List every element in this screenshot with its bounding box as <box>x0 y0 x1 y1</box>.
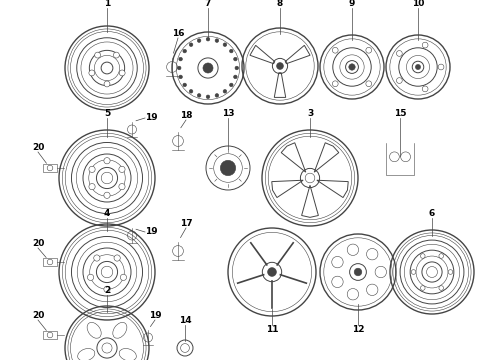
Circle shape <box>206 37 210 41</box>
Circle shape <box>179 57 182 61</box>
Circle shape <box>234 57 237 61</box>
Circle shape <box>349 64 355 70</box>
Circle shape <box>215 39 219 42</box>
Circle shape <box>89 184 95 190</box>
Text: 11: 11 <box>266 325 278 334</box>
Circle shape <box>229 49 233 53</box>
Circle shape <box>223 90 227 93</box>
Circle shape <box>203 63 213 73</box>
Circle shape <box>390 152 399 162</box>
Circle shape <box>183 83 187 87</box>
Text: 3: 3 <box>307 109 313 118</box>
Circle shape <box>114 52 120 58</box>
Circle shape <box>332 276 343 288</box>
Circle shape <box>104 158 110 164</box>
Circle shape <box>422 86 428 92</box>
Circle shape <box>119 70 125 76</box>
Circle shape <box>177 66 181 70</box>
Text: 8: 8 <box>277 0 283 8</box>
Circle shape <box>438 64 444 70</box>
Circle shape <box>119 184 125 190</box>
Circle shape <box>197 39 201 42</box>
Circle shape <box>119 166 125 172</box>
Circle shape <box>179 75 182 79</box>
Circle shape <box>420 254 425 258</box>
Ellipse shape <box>119 348 136 360</box>
Circle shape <box>375 266 387 278</box>
Text: 7: 7 <box>205 0 211 8</box>
Text: 10: 10 <box>412 0 424 8</box>
Circle shape <box>104 192 110 198</box>
Ellipse shape <box>113 323 127 338</box>
Circle shape <box>411 270 416 274</box>
Circle shape <box>229 83 233 87</box>
Text: 20: 20 <box>32 311 44 320</box>
Circle shape <box>396 50 402 56</box>
Circle shape <box>89 166 95 172</box>
Text: 4: 4 <box>104 209 110 218</box>
Ellipse shape <box>87 323 101 338</box>
Circle shape <box>396 78 402 84</box>
Circle shape <box>416 64 420 69</box>
Circle shape <box>183 49 187 53</box>
Circle shape <box>439 286 443 290</box>
Circle shape <box>268 267 276 276</box>
Text: 12: 12 <box>352 325 364 334</box>
Circle shape <box>215 94 219 97</box>
Circle shape <box>104 286 110 292</box>
Circle shape <box>367 284 378 296</box>
Text: 15: 15 <box>394 109 406 118</box>
Circle shape <box>347 244 359 256</box>
Circle shape <box>235 66 239 70</box>
Circle shape <box>276 63 283 69</box>
Text: 6: 6 <box>429 209 435 218</box>
Text: 17: 17 <box>180 219 192 228</box>
Bar <box>43 331 57 339</box>
Bar <box>43 258 57 266</box>
Circle shape <box>189 90 193 93</box>
Circle shape <box>347 288 359 300</box>
Circle shape <box>89 70 95 76</box>
Text: 16: 16 <box>172 29 184 38</box>
Circle shape <box>220 160 236 176</box>
Circle shape <box>94 255 100 261</box>
Text: 5: 5 <box>104 109 110 118</box>
Text: 20: 20 <box>32 143 44 152</box>
Circle shape <box>332 81 338 87</box>
Circle shape <box>234 75 237 79</box>
Circle shape <box>401 152 411 162</box>
Circle shape <box>95 52 100 58</box>
Circle shape <box>206 95 210 99</box>
Circle shape <box>114 255 120 261</box>
Ellipse shape <box>77 348 95 360</box>
Text: 1: 1 <box>104 0 110 8</box>
Circle shape <box>366 81 371 87</box>
Text: 19: 19 <box>148 311 161 320</box>
Circle shape <box>104 81 110 87</box>
Circle shape <box>332 48 338 53</box>
Circle shape <box>420 286 425 290</box>
Circle shape <box>367 248 378 260</box>
Circle shape <box>223 43 227 46</box>
Text: 14: 14 <box>179 316 191 325</box>
Text: 19: 19 <box>145 228 158 237</box>
Text: 2: 2 <box>104 286 110 295</box>
Circle shape <box>422 42 428 48</box>
Circle shape <box>366 48 371 53</box>
Text: 19: 19 <box>145 113 158 122</box>
Circle shape <box>439 254 443 258</box>
Circle shape <box>448 270 453 274</box>
Circle shape <box>332 256 343 268</box>
Circle shape <box>121 274 126 280</box>
Circle shape <box>354 268 362 276</box>
Text: 18: 18 <box>180 111 192 120</box>
Circle shape <box>87 274 94 280</box>
Text: 13: 13 <box>222 109 234 118</box>
Bar <box>43 164 57 172</box>
Circle shape <box>197 94 201 97</box>
Text: 9: 9 <box>349 0 355 8</box>
Text: 20: 20 <box>32 239 44 248</box>
Circle shape <box>189 43 193 46</box>
